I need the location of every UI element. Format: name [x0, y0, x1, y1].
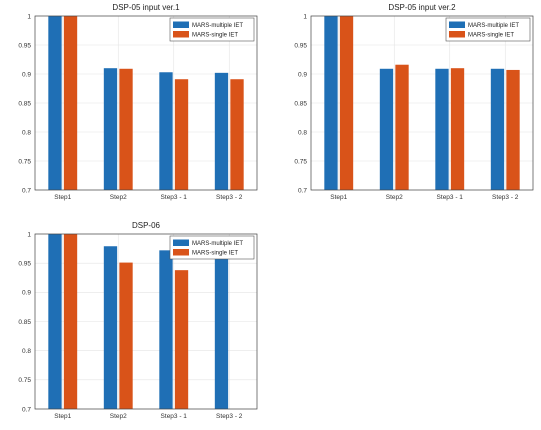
- x-tick-label: Step2: [110, 413, 127, 420]
- bar-multiple-3: [159, 72, 173, 190]
- bar-multiple-1: [48, 234, 62, 409]
- legend-swatch: [449, 31, 465, 38]
- bar-single-2: [119, 68, 133, 190]
- y-tick-label: 0.8: [22, 348, 31, 355]
- bar-multiple-4: [214, 254, 229, 409]
- y-tick-label: 0.95: [18, 260, 31, 267]
- bar-multiple-2: [103, 246, 118, 409]
- legend-box: [445, 17, 531, 42]
- y-tick-label: 0.9: [22, 71, 31, 78]
- y-tick-label: 0.7: [298, 187, 307, 194]
- chart-title: DSP-06: [132, 221, 161, 230]
- y-tick-label: 1: [27, 13, 31, 20]
- x-tick-label: Step2: [386, 194, 403, 201]
- y-tick-label: 0.85: [18, 100, 31, 107]
- bar-single-4: [506, 69, 520, 190]
- x-tick-label: Step3 - 1: [437, 194, 464, 201]
- y-tick-label: 0.85: [294, 100, 307, 107]
- axes-frame: [34, 15, 258, 191]
- bar-single-4: [230, 79, 244, 190]
- y-tick-label: 1: [27, 231, 31, 238]
- legend-swatch: [173, 21, 189, 28]
- bar-single-3: [174, 270, 189, 409]
- x-tick-label: Step3 - 2: [492, 194, 519, 201]
- y-tick-label: 0.9: [22, 290, 31, 297]
- bar-single-2: [395, 64, 409, 190]
- x-tick-label: Step1: [330, 194, 347, 201]
- legend-box: [169, 235, 255, 260]
- axes-frame: [310, 15, 534, 191]
- chart-title: DSP-05 input ver.2: [388, 3, 456, 12]
- bar-multiple-2: [103, 68, 118, 190]
- legend-label: MARS-single IET: [468, 32, 514, 38]
- legend-swatch: [173, 249, 189, 256]
- y-tick-label: 1: [303, 13, 307, 20]
- bar-multiple-1: [48, 16, 62, 190]
- legend-label: MARS-single IET: [192, 250, 238, 256]
- y-tick-label: 0.75: [294, 158, 307, 165]
- bar-single-1: [63, 16, 78, 190]
- chart-title: DSP-05 input ver.1: [112, 3, 180, 12]
- legend-swatch: [173, 239, 189, 246]
- y-tick-label: 0.8: [22, 129, 31, 136]
- legend-label: MARS-multiple IET: [192, 241, 243, 247]
- bar-multiple-4: [490, 68, 505, 190]
- y-tick-label: 0.95: [18, 42, 31, 49]
- bar-single-2: [119, 262, 133, 409]
- axes-frame: [34, 233, 258, 410]
- x-tick-label: Step1: [54, 194, 71, 201]
- y-tick-label: 0.85: [18, 319, 31, 326]
- legend-label: MARS-multiple IET: [468, 23, 519, 29]
- y-tick-label: 0.95: [294, 42, 307, 49]
- legend-label: MARS-single IET: [192, 32, 238, 38]
- x-tick-label: Step1: [54, 413, 71, 420]
- chart-panel-1: 0.7 0.75 0.8 0.85 0.9 0.95 1 Step1 Step2 Step3 - …: [18, 3, 258, 201]
- y-tick-label: 0.7: [22, 187, 31, 194]
- x-tick-label: Step3 - 1: [161, 413, 188, 420]
- bar-multiple-1: [324, 16, 338, 190]
- bar-multiple-3: [159, 250, 173, 409]
- chart-panel-2: 0.7 0.75 0.8 0.85 0.9 0.95 1 Step1 Step2 Step3 - …: [294, 3, 534, 201]
- bar-single-3: [174, 79, 189, 190]
- x-tick-label: Step2: [110, 194, 127, 201]
- x-tick-label: Step3 - 2: [216, 413, 243, 420]
- y-tick-label: 0.75: [18, 158, 31, 165]
- bar-multiple-3: [435, 68, 449, 190]
- y-tick-label: 0.75: [18, 377, 31, 384]
- legend-swatch: [449, 21, 465, 28]
- y-tick-label: 0.9: [298, 71, 307, 78]
- bar-multiple-4: [214, 72, 229, 190]
- legend-swatch: [173, 31, 189, 38]
- chart-panel-3: 0.7 0.75 0.8 0.85 0.9 0.95 1 Step1 Step2 Step3 - …: [18, 221, 258, 420]
- y-tick-label: 0.7: [22, 406, 31, 413]
- bar-single-3: [450, 68, 465, 190]
- x-tick-label: Step3 - 1: [161, 194, 188, 201]
- legend-label: MARS-multiple IET: [192, 23, 243, 29]
- bar-single-1: [339, 16, 354, 190]
- bar-single-1: [63, 234, 78, 409]
- y-tick-label: 0.8: [298, 129, 307, 136]
- legend-box: [169, 17, 255, 42]
- x-tick-label: Step3 - 2: [216, 194, 243, 201]
- bar-multiple-2: [379, 68, 394, 190]
